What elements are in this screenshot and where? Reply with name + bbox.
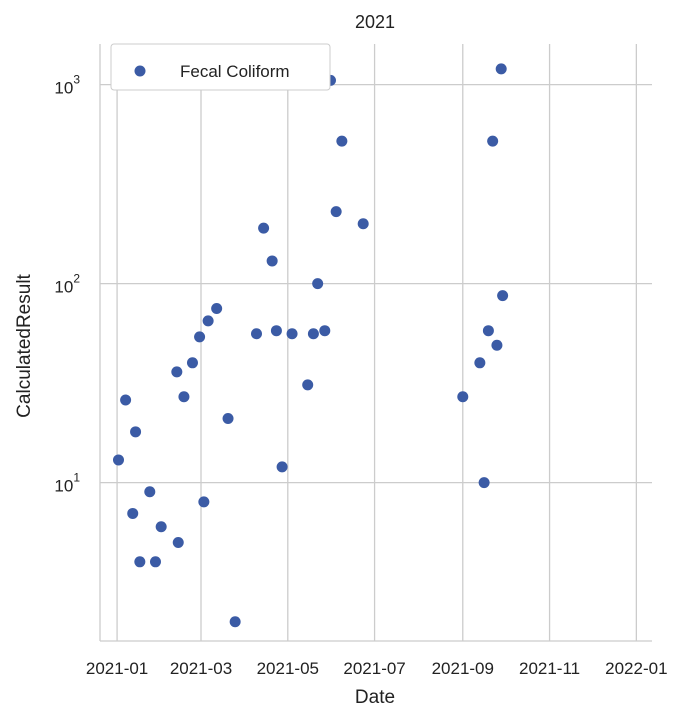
data-point	[357, 218, 369, 230]
data-point	[478, 477, 490, 489]
x-tick-label: 2021-03	[170, 659, 232, 678]
y-tick-exponent: 1	[73, 471, 80, 485]
x-tick-label: 2021-01	[86, 659, 148, 678]
y-tick-exponent: 2	[73, 272, 80, 286]
data-point	[302, 379, 314, 391]
data-point	[202, 315, 214, 327]
x-tick-label: 2021-05	[257, 659, 319, 678]
data-point	[258, 222, 270, 234]
legend-marker-fecal-coliform	[134, 65, 146, 77]
data-point	[270, 325, 282, 337]
data-point	[130, 426, 142, 438]
x-axis-label: Date	[355, 687, 395, 708]
data-point	[229, 616, 241, 628]
data-point	[134, 556, 146, 568]
y-tick-exponent: 3	[73, 73, 80, 87]
data-point	[194, 331, 206, 343]
data-point	[144, 486, 156, 498]
data-point	[482, 325, 494, 337]
x-tick-label: 2021-09	[432, 659, 494, 678]
axes-frame	[99, 44, 652, 642]
data-point	[211, 302, 223, 314]
data-point	[112, 454, 124, 466]
y-axis-label: CalculatedResult	[14, 273, 35, 417]
data-point	[307, 328, 319, 340]
data-point	[286, 328, 298, 340]
data-point	[172, 537, 184, 549]
y-tick-base: 10	[54, 477, 73, 496]
data-point	[127, 507, 139, 519]
x-tick-labels: 2021-01 2021-03 2021-05 2021-07 2021-09 2021-…	[86, 659, 668, 678]
data-point	[222, 412, 234, 424]
data-point	[497, 290, 509, 302]
chart-title: 2021	[355, 12, 395, 32]
legend-label-fecal-coliform: Fecal Coliform	[180, 62, 290, 81]
x-tick-label: 2021-07	[343, 659, 405, 678]
data-point	[198, 496, 210, 508]
y-tick-base: 10	[54, 79, 73, 98]
y-tick-label: 102	[54, 272, 80, 297]
grid-lines	[100, 44, 652, 641]
data-point	[250, 328, 262, 340]
data-point	[330, 206, 342, 218]
data-point	[319, 325, 331, 337]
x-tick-label: 2022-01	[605, 659, 667, 678]
data-point	[178, 391, 190, 403]
data-point	[186, 357, 198, 369]
y-tick-label: 103	[54, 73, 80, 98]
y-tick-label: 101	[54, 471, 80, 496]
data-point	[457, 391, 469, 403]
legend: Fecal Coliform	[110, 43, 331, 91]
data-point	[495, 63, 507, 75]
data-point	[491, 339, 503, 351]
data-point	[336, 135, 348, 147]
y-tick-base: 10	[54, 278, 73, 297]
data-point	[120, 394, 132, 406]
x-tick-label: 2021-11	[519, 659, 580, 678]
data-point	[312, 278, 324, 290]
data-point	[155, 521, 167, 533]
data-point	[266, 255, 278, 267]
data-points	[112, 63, 509, 628]
data-point	[276, 461, 288, 473]
data-point	[149, 556, 161, 568]
legend-box	[110, 43, 331, 91]
data-point	[474, 357, 486, 369]
data-point	[171, 366, 183, 378]
data-point	[487, 135, 499, 147]
